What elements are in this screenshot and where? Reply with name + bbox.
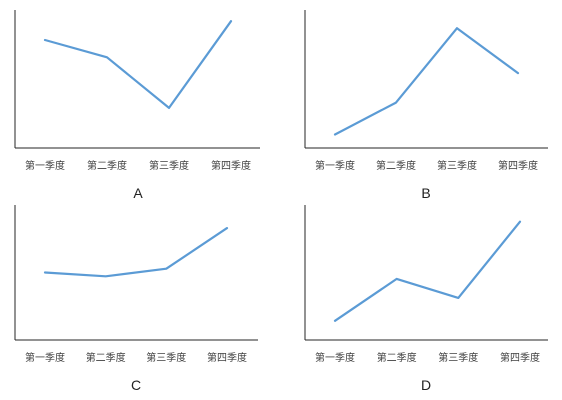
chart-panel-a: 第一季度 第二季度 第三季度 第四季度 A <box>14 10 260 201</box>
x-tick-label: 第三季度 <box>438 351 478 364</box>
series-line <box>43 227 229 278</box>
x-tick-label: 第一季度 <box>25 159 65 172</box>
x-tick-label: 第四季度 <box>207 351 247 364</box>
x-tick-label: 第一季度 <box>25 351 65 364</box>
x-tick-label: 第三季度 <box>437 159 477 172</box>
chart-panel-d: 第一季度 第二季度 第三季度 第四季度 D <box>304 205 548 393</box>
series-line <box>333 27 520 136</box>
series-line <box>333 220 522 322</box>
x-tick-label: 第一季度 <box>315 351 355 364</box>
x-tick-label: 第二季度 <box>86 351 126 364</box>
panel-label: C <box>131 377 141 393</box>
x-tick-label: 第一季度 <box>315 159 355 172</box>
panel-label: B <box>421 185 430 201</box>
x-tick-label: 第三季度 <box>149 159 189 172</box>
x-tick-label: 第二季度 <box>376 159 416 172</box>
chart-panel-c: 第一季度 第二季度 第三季度 第四季度 C <box>14 205 258 393</box>
panel-label: A <box>133 185 143 201</box>
panel-label: D <box>421 377 431 393</box>
x-tick-label: 第四季度 <box>498 159 538 172</box>
x-tick-label: 第二季度 <box>377 351 417 364</box>
x-tick-label: 第四季度 <box>211 159 251 172</box>
chart-panel-b: 第一季度 第二季度 第三季度 第四季度 B <box>304 10 548 201</box>
x-tick-label: 第三季度 <box>146 351 186 364</box>
x-tick-label: 第二季度 <box>87 159 127 172</box>
series-line <box>43 20 233 110</box>
x-tick-label: 第四季度 <box>500 351 540 364</box>
